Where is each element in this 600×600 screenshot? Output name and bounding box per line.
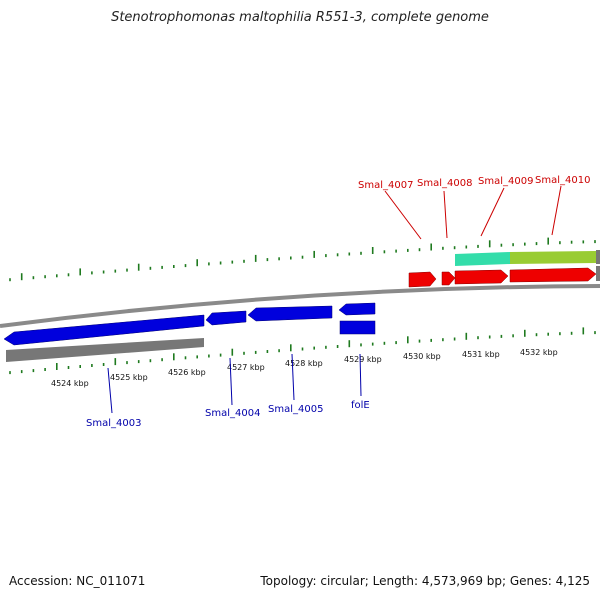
cds-smal-4008 [441,271,456,286]
cds-smal-4004 [205,310,247,326]
leader-smal-4009 [480,187,505,237]
tick-label-4530: 4530 kbp [403,352,441,361]
leader-smal-4005 [291,353,295,401]
gene-bar-end [596,250,600,264]
trna-bar [510,251,596,264]
cds-smal-4010 [509,267,597,283]
genome-title: Stenotrophomonas maltophilia R551-3, com… [111,10,489,25]
gene-label-fole: folE [351,400,370,411]
cds-fole [339,320,376,335]
tick-label-4528: 4528 kbp [285,359,323,368]
gene-label-smal-4009: Smal_4009 [478,176,533,187]
gene-label-smal-4004: Smal_4004 [205,408,260,419]
tick-label-4525: 4525 kbp [110,373,148,382]
cds-smal-4005 [247,305,333,322]
cds-smal-4003 [3,314,205,346]
leader-smal-4007 [384,190,422,240]
cds-end-grey [596,266,600,281]
tick-label-4529: 4529 kbp [344,355,382,364]
outer-tick-track [9,237,596,282]
leader-fole [359,353,362,397]
reverse-gene-bar [6,338,204,362]
genome-backbone [0,284,600,328]
topology-text: Topology: circular; Length: 4,573,969 bp… [260,574,590,588]
tick-label-4527: 4527 kbp [227,363,265,372]
cds-smal-4007 [408,271,437,288]
gene-label-smal-4007: Smal_4007 [358,180,413,191]
leader-smal-4003 [107,367,113,414]
gene-label-smal-4008: Smal_4008 [417,178,472,189]
tick-label-4531: 4531 kbp [462,350,500,359]
tick-label-4526: 4526 kbp [168,368,206,377]
gene-label-smal-4003: Smal_4003 [86,418,141,429]
tick-label-4524: 4524 kbp [51,379,89,388]
leader-smal-4008 [443,190,448,239]
cds-fole-top [338,302,376,316]
cds-smal-4009 [454,269,509,285]
gene-label-smal-4005: Smal_4005 [268,404,323,415]
tick-label-4532: 4532 kbp [520,348,558,357]
leader-smal-4004 [229,357,233,406]
leader-smal-4010 [551,185,562,236]
accession-text: Accession: NC_011071 [9,574,146,588]
gene-label-smal-4010: Smal_4010 [535,175,590,186]
forward-gene-bar [455,252,510,266]
inner-tick-track [9,327,596,375]
